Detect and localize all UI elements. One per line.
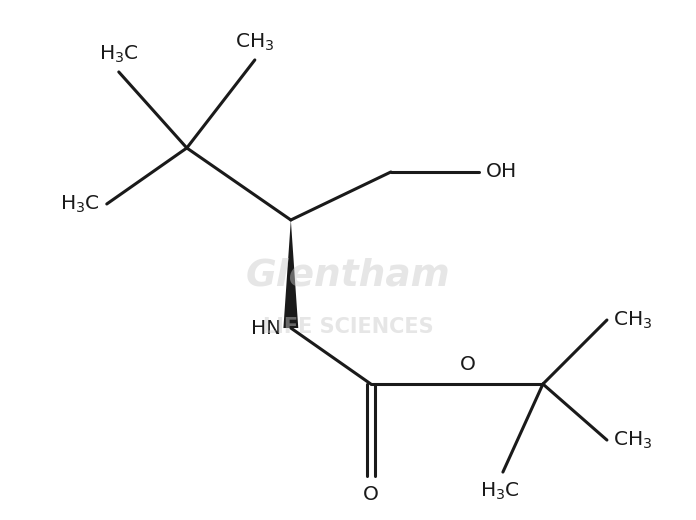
Text: $\mathregular{CH_3}$: $\mathregular{CH_3}$ (612, 309, 652, 331)
Text: LIFE SCIENCES: LIFE SCIENCES (262, 317, 434, 337)
Text: $\mathregular{H_3C}$: $\mathregular{H_3C}$ (480, 480, 520, 502)
Text: $\mathregular{OH}$: $\mathregular{OH}$ (484, 162, 516, 181)
Text: Glentham: Glentham (246, 257, 450, 293)
Polygon shape (283, 220, 299, 328)
Text: $\mathregular{CH_3}$: $\mathregular{CH_3}$ (235, 32, 274, 53)
Text: $\mathregular{H_3C}$: $\mathregular{H_3C}$ (99, 44, 139, 65)
Text: $\mathregular{H_3C}$: $\mathregular{H_3C}$ (60, 193, 100, 215)
Text: $\mathregular{CH_3}$: $\mathregular{CH_3}$ (612, 430, 652, 451)
Text: $\mathregular{O}$: $\mathregular{O}$ (459, 355, 475, 374)
Text: $\mathregular{O}$: $\mathregular{O}$ (363, 485, 379, 504)
Text: $\mathregular{HN}$: $\mathregular{HN}$ (251, 319, 280, 337)
